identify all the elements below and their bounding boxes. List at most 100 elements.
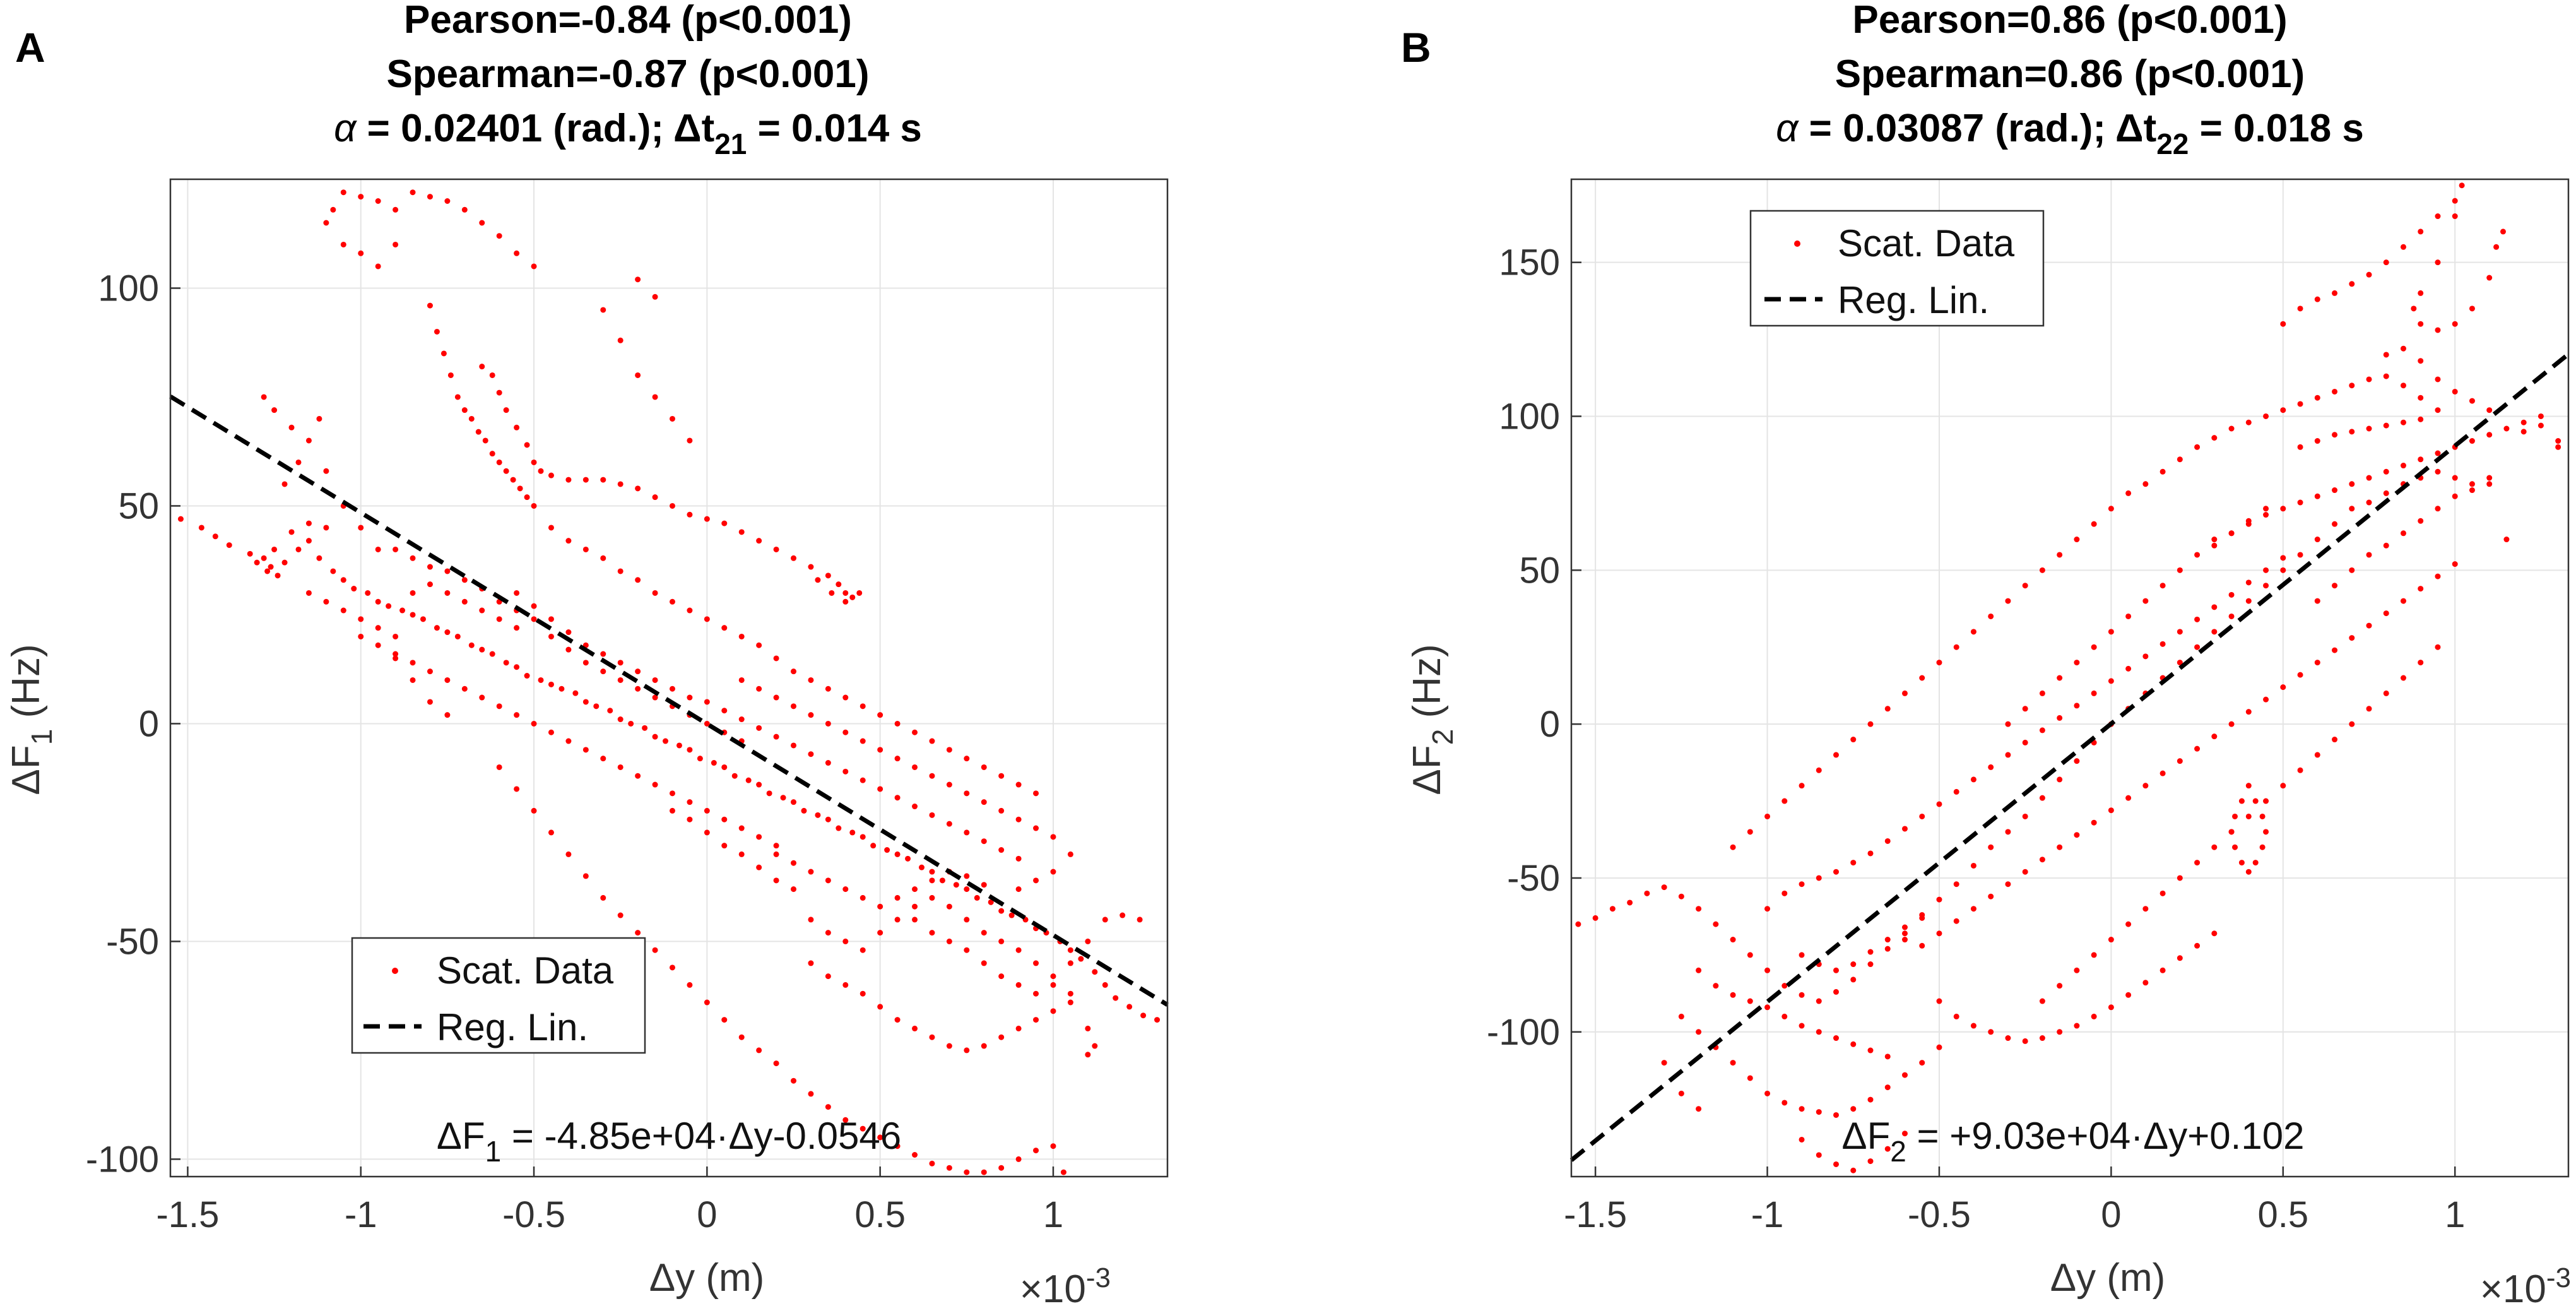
scatter-point-a bbox=[479, 694, 485, 701]
scatter-point-b bbox=[2349, 635, 2355, 641]
y-tick-label-b: 50 bbox=[1519, 550, 1560, 591]
scatter-point-b bbox=[2366, 706, 2372, 712]
scatter-point-a bbox=[825, 930, 831, 936]
x-exponent-a-base: ×10 bbox=[1020, 1267, 1086, 1306]
scatter-point-a bbox=[496, 764, 502, 770]
scatter-point-a bbox=[565, 738, 572, 744]
scatter-point-a bbox=[998, 807, 1005, 814]
scatter-point-b bbox=[2108, 1004, 2114, 1011]
scatter-point-b bbox=[2314, 537, 2320, 543]
scatter-point-a bbox=[316, 415, 322, 422]
scatter-point-b bbox=[2435, 376, 2441, 383]
scatter-point-b bbox=[2228, 721, 2235, 727]
y-tick-label-a: 50 bbox=[118, 485, 159, 526]
scatter-point-b bbox=[2142, 481, 2149, 487]
scatter-point-a bbox=[635, 577, 641, 583]
scatter-point-b bbox=[2074, 537, 2080, 543]
scatter-point-a bbox=[410, 555, 416, 561]
scatter-point-a bbox=[738, 1034, 745, 1040]
scatter-point-a bbox=[600, 555, 606, 561]
scatter-point-a bbox=[738, 716, 745, 723]
scatter-point-a bbox=[697, 756, 703, 762]
scatter-point-a bbox=[842, 886, 849, 893]
scatter-point-a bbox=[912, 1152, 918, 1158]
scatter-point-b bbox=[1936, 930, 1942, 937]
scatter-point-b bbox=[2245, 598, 2252, 604]
scatter-point-a bbox=[939, 877, 945, 884]
scatter-point-b bbox=[1884, 706, 1891, 712]
legend-box-a bbox=[351, 937, 646, 1054]
scatter-point-b bbox=[2232, 844, 2238, 850]
scatter-point-a bbox=[877, 712, 883, 718]
scatter-point-a bbox=[548, 633, 554, 639]
scatter-point-a bbox=[358, 194, 364, 200]
scatter-point-b bbox=[1747, 1075, 1753, 1081]
scatter-point-b bbox=[1988, 844, 1994, 850]
scatter-point-b bbox=[2332, 583, 2338, 589]
scatter-point-b bbox=[2039, 998, 2045, 1004]
scatter-point-a bbox=[548, 616, 554, 622]
equation-a-sub: 1 bbox=[485, 1135, 502, 1168]
scatter-point-a bbox=[912, 903, 918, 910]
scatter-point-a bbox=[454, 394, 461, 400]
scatter-point-a bbox=[305, 538, 312, 544]
scatter-point-b bbox=[2177, 660, 2183, 666]
scatter-point-a bbox=[1102, 982, 1108, 988]
scatter-point-b bbox=[2057, 983, 2063, 989]
scatter-point-b bbox=[2314, 493, 2320, 499]
scatter-point-a bbox=[316, 555, 322, 561]
scatter-point-b bbox=[2400, 530, 2406, 537]
scatter-point-b bbox=[2383, 490, 2389, 496]
scatter-point-a bbox=[617, 568, 623, 574]
scatter-point-a bbox=[756, 1047, 762, 1054]
scatter-point-a bbox=[773, 655, 779, 662]
scatter-point-a bbox=[628, 720, 634, 727]
scatter-point-a bbox=[420, 616, 426, 622]
scatter-point-a bbox=[600, 894, 606, 901]
scatter-point-b bbox=[2400, 419, 2406, 425]
x-tick-label-b: -1 bbox=[1751, 1194, 1784, 1235]
scatter-point-b bbox=[1901, 1072, 1908, 1078]
scatter-point-a bbox=[288, 424, 295, 430]
scatter-point-b bbox=[2039, 567, 2045, 573]
y-axis-label-b-main: ΔF bbox=[1405, 745, 1449, 795]
scatter-point-b bbox=[2297, 401, 2303, 407]
scatter-point-b bbox=[2211, 930, 2218, 937]
scatter-point-b bbox=[2142, 653, 2149, 660]
scatter-point-a bbox=[1067, 990, 1073, 997]
regression-a bbox=[169, 395, 1169, 1007]
scatter-point-a bbox=[524, 494, 530, 501]
scatter-point-b bbox=[2057, 1029, 2063, 1035]
scatter-point-a bbox=[1067, 851, 1073, 857]
scatter-point-a bbox=[825, 760, 831, 766]
scatter-point-a bbox=[524, 673, 530, 679]
scatter-point-a bbox=[1050, 1008, 1056, 1014]
scatter-point-a bbox=[825, 816, 831, 822]
scatter-point-a bbox=[946, 781, 952, 788]
panel-b: B Pearson=0.86 (p<0.001) Spearman=0.86 (… bbox=[1401, 0, 2571, 1306]
scatter-point-a bbox=[600, 668, 606, 675]
scatter-point-a bbox=[461, 206, 468, 213]
scatter-point-a bbox=[687, 437, 693, 444]
scatter-point-a bbox=[1060, 1169, 1066, 1175]
scatter-point-b bbox=[2383, 422, 2389, 429]
scatter-point-b bbox=[2039, 727, 2045, 733]
y-tick-label-b: -100 bbox=[1487, 1012, 1560, 1053]
scatter-point-a bbox=[791, 886, 796, 893]
scatter-point-a bbox=[565, 646, 572, 653]
tick-labels-a: -1.5 -1 -0.5 0 0.5 1 -100 -50 0 50 100 bbox=[86, 268, 1063, 1235]
scatter-point-a bbox=[617, 716, 623, 723]
scatter-point-a bbox=[860, 703, 866, 709]
scatter-point-a bbox=[479, 364, 485, 370]
scatter-point-b bbox=[2332, 290, 2338, 296]
scatter-point-b bbox=[2366, 499, 2372, 506]
scatter-point-a bbox=[756, 725, 762, 731]
scatter-point-b bbox=[2142, 598, 2149, 604]
scatter-point-a bbox=[981, 1043, 987, 1049]
scatter-point-a bbox=[791, 1077, 796, 1084]
scatter-point-b bbox=[2555, 444, 2561, 450]
scatter-point-a bbox=[514, 625, 520, 631]
scatter-point-b bbox=[2280, 555, 2286, 561]
scatter-point-a bbox=[410, 612, 416, 618]
scatter-point-a bbox=[849, 594, 856, 600]
